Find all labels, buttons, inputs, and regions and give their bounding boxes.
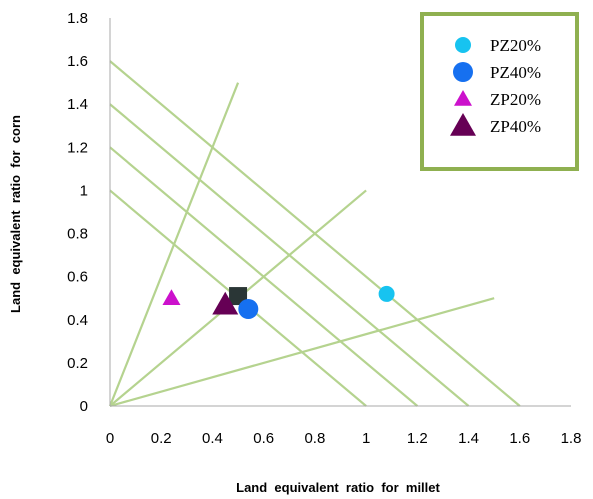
y-tick-label: 1.2 [67, 139, 88, 156]
y-tick-label: 1.4 [67, 96, 88, 113]
y-tick-label: 0.8 [67, 226, 88, 243]
x-axis-title: Land equivalent ratio for millet [236, 480, 440, 495]
y-tick-label: 0.6 [67, 269, 88, 286]
y-tick-label: 0 [80, 398, 88, 415]
data-point [212, 291, 239, 315]
y-tick-label: 0.4 [67, 312, 88, 329]
y-tick-label: 1 [80, 182, 88, 199]
x-tick-label: 1.2 [407, 430, 428, 447]
x-tick-label: 1.8 [561, 430, 582, 447]
x-tick-label: 0 [106, 430, 114, 447]
legend-marker [455, 37, 471, 53]
reference-line [109, 297, 495, 408]
data-point [238, 299, 259, 319]
legend-marker [450, 113, 476, 136]
axes [109, 18, 571, 407]
reference-line [108, 82, 240, 407]
legend: PZ20% PZ40% ZP20% ZP40% [420, 12, 579, 171]
legend-label: ZP40% [490, 117, 541, 136]
data-points [162, 285, 395, 319]
x-tick-label: 1.6 [509, 430, 530, 447]
data-point [162, 289, 181, 305]
y-tick-label: 1.8 [67, 10, 88, 27]
x-tick-label: 0.8 [304, 430, 325, 447]
legend-marker [454, 90, 472, 106]
x-tick-label: 0.6 [253, 430, 274, 447]
legend-label: PZ20% [490, 36, 541, 55]
x-tick-label: 0.2 [151, 430, 172, 447]
legend-marker [453, 62, 473, 82]
y-tick-label: 0.2 [67, 355, 88, 372]
legend-label: PZ40% [490, 63, 541, 82]
x-tick-label: 1 [362, 430, 370, 447]
legend-box [420, 12, 579, 171]
x-tick-label: 1.4 [458, 430, 479, 447]
y-tick-label: 1.6 [67, 53, 88, 70]
data-point [378, 285, 395, 302]
y-tick-labels: 0 0.2 0.4 0.6 0.8 1 1.2 1.4 1.6 1.8 [67, 10, 88, 415]
legend-label: ZP20% [490, 90, 541, 109]
x-tick-label: 0.4 [202, 430, 223, 447]
square-marker [229, 287, 248, 306]
y-axis-title: Land equivalent ratio for corn [8, 115, 23, 313]
x-tick-labels: 0 0.2 0.4 0.6 0.8 1 1.2 1.4 1.6 1.8 [106, 430, 582, 447]
